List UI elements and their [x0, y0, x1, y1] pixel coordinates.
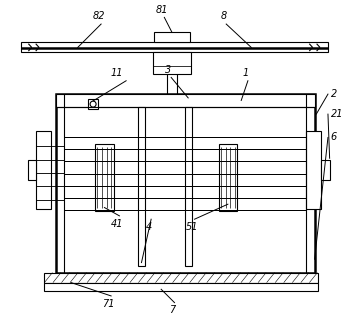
Bar — [56, 94, 314, 273]
Text: 2: 2 — [331, 89, 337, 99]
Bar — [306, 131, 321, 209]
Bar — [44, 283, 318, 291]
Bar — [28, 160, 36, 180]
Text: 3: 3 — [165, 65, 172, 75]
Bar — [88, 99, 98, 110]
Bar — [138, 107, 145, 266]
Bar — [153, 52, 191, 74]
Text: 6: 6 — [331, 132, 337, 142]
Text: 81: 81 — [155, 5, 168, 15]
Bar — [36, 131, 51, 209]
Text: 71: 71 — [102, 298, 115, 309]
Text: 7: 7 — [169, 305, 175, 315]
Text: 41: 41 — [111, 218, 123, 228]
Text: 1: 1 — [242, 68, 248, 78]
Bar — [44, 273, 318, 283]
Bar — [56, 94, 314, 107]
Bar — [185, 107, 192, 266]
Bar — [155, 32, 190, 43]
Text: 11: 11 — [111, 68, 124, 78]
Bar — [321, 160, 329, 180]
Bar — [218, 144, 237, 211]
Bar — [95, 144, 114, 211]
Text: 21: 21 — [331, 109, 343, 119]
Text: 8: 8 — [221, 11, 227, 21]
Bar — [21, 43, 328, 52]
Text: 82: 82 — [92, 11, 105, 21]
Text: 4: 4 — [145, 222, 151, 232]
Text: 51: 51 — [186, 222, 198, 232]
